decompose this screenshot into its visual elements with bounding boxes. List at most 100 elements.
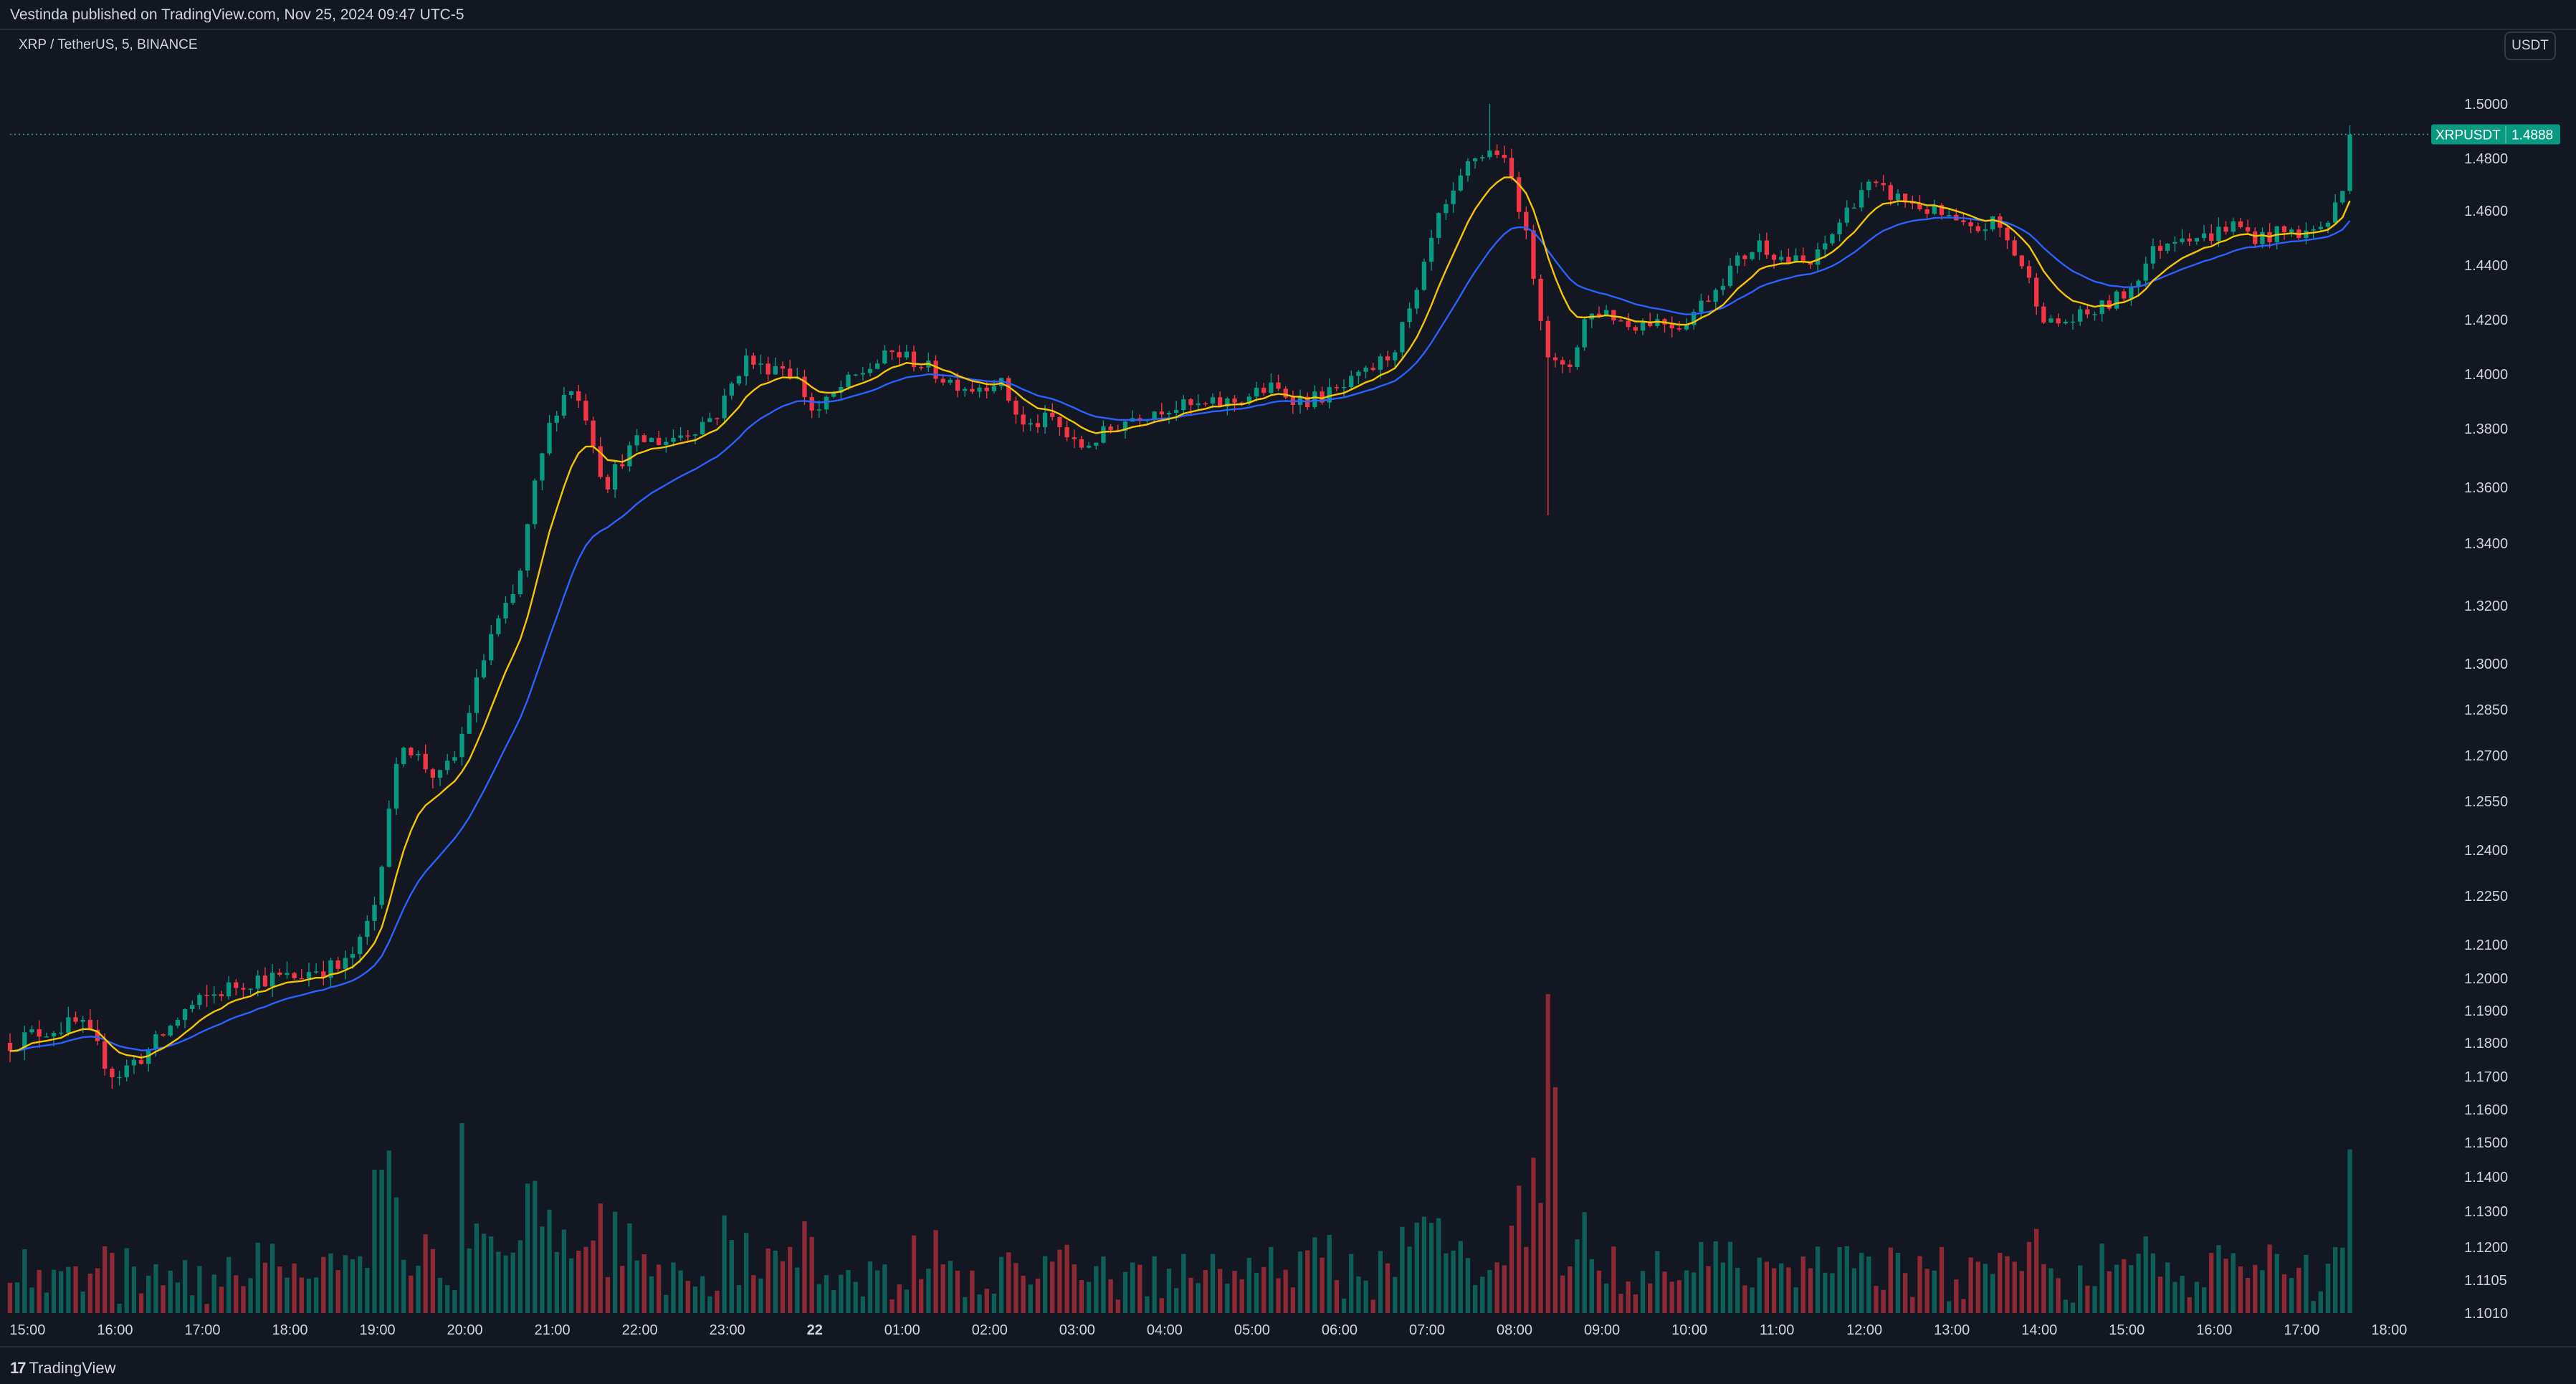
volume-bar [998, 1256, 1004, 1313]
published-bar: Vestinda published on TradingView.com, N… [0, 0, 2576, 30]
candle-body [474, 677, 480, 713]
candle-body [1166, 412, 1172, 415]
volume-bar [234, 1275, 239, 1313]
candle-body [948, 379, 953, 383]
candle-body [889, 350, 895, 353]
price-tick-label: 1.2100 [2464, 937, 2508, 953]
chart-pane[interactable] [0, 30, 2576, 1346]
candle-body [598, 446, 603, 477]
candle-body [1983, 229, 1988, 232]
candle-body [1851, 207, 1857, 209]
volume-bar [430, 1249, 435, 1313]
price-tick-label: 1.3400 [2464, 536, 2508, 552]
candle-body [743, 355, 749, 376]
volume-bar [2136, 1254, 2141, 1313]
candle-body [2238, 221, 2243, 227]
candle-body [2048, 318, 2053, 323]
candle-body [321, 971, 326, 978]
volume-bar [1830, 1273, 1835, 1313]
price-tick-label: 1.4200 [2464, 312, 2508, 328]
candle-body [124, 1065, 129, 1077]
candle-body [788, 368, 793, 379]
volume-bar [860, 1296, 866, 1313]
candle-body [839, 386, 844, 393]
candle-body [1341, 386, 1347, 388]
volume-bar [2048, 1268, 2053, 1313]
candle-body [1327, 387, 1332, 403]
volume-bar [1225, 1283, 1230, 1313]
volume-bar [445, 1285, 450, 1313]
volume-bar [197, 1266, 202, 1313]
volume-bar [1115, 1299, 1120, 1313]
candle-body [2340, 191, 2345, 203]
price-tick-label: 1.1600 [2464, 1102, 2508, 1118]
volume-bar [22, 1249, 27, 1313]
volume-bar [1815, 1246, 1821, 1313]
volume-bar [1210, 1254, 1216, 1313]
volume-bar [423, 1234, 428, 1313]
price-tick-label: 1.3600 [2464, 480, 2508, 496]
tradingview-logo[interactable]: 17 TradingView [10, 1359, 116, 1378]
candle-body [2136, 280, 2141, 287]
candle-body [313, 971, 319, 973]
volume-bar [1094, 1266, 1099, 1313]
candle-body [2165, 243, 2170, 251]
volume-bar [2026, 1241, 2032, 1313]
volume-bar [1393, 1276, 1398, 1313]
price-tick-label: 1.2850 [2464, 702, 2508, 718]
candle-body [467, 712, 472, 734]
candle-body [269, 973, 275, 987]
volume-bar [1998, 1253, 2003, 1313]
volume-bar [2296, 1267, 2301, 1313]
volume-bar [700, 1276, 705, 1313]
candle-body [2311, 229, 2316, 231]
volume-bar [1524, 1246, 1529, 1313]
candle-body [241, 988, 246, 990]
volume-bar [2304, 1254, 2309, 1313]
volume-bar [933, 1230, 938, 1313]
volume-bar [409, 1275, 414, 1313]
time-tick-label: 07:00 [1409, 1322, 1445, 1338]
candle-body [1356, 371, 1361, 376]
volume-bar [503, 1255, 508, 1313]
candle-body [692, 434, 698, 436]
candle-body [1196, 403, 1201, 406]
symbol-title[interactable]: XRP / TetherUS, 5, BINANCE [19, 37, 198, 52]
candle-body [2092, 314, 2097, 315]
currency-button[interactable]: USDT [2504, 32, 2556, 60]
candle-body [110, 1069, 115, 1077]
candle-body [1874, 181, 1879, 183]
time-tick-label: 08:00 [1497, 1322, 1532, 1338]
candle-body [1480, 157, 1485, 158]
volume-bar [1370, 1299, 1375, 1313]
candle-body [2325, 222, 2331, 227]
volume-bar [299, 1277, 304, 1313]
volume-bar [153, 1264, 158, 1313]
volume-bar [2041, 1264, 2046, 1313]
candle-body [773, 366, 778, 375]
volume-bar [1006, 1252, 1011, 1313]
candle-body [2260, 232, 2265, 244]
volume-bar [262, 1262, 268, 1313]
volume-bar [2114, 1264, 2119, 1313]
candle-body [707, 418, 712, 422]
volume-bar [1968, 1257, 1973, 1313]
volume-bar [685, 1281, 690, 1313]
candle-body [299, 978, 304, 980]
volume-bar [1283, 1269, 1288, 1313]
volume-bar [269, 1244, 275, 1313]
candle-body [1699, 300, 1704, 312]
volume-bar [765, 1249, 771, 1313]
volume-bar [1575, 1239, 1580, 1313]
volume-bar [722, 1215, 727, 1313]
time-tick-label: 18:00 [2371, 1322, 2407, 1338]
volume-bar [2107, 1271, 2112, 1313]
candle-body [197, 995, 202, 1006]
candle-body [2281, 226, 2287, 233]
volume-bar [1618, 1294, 1623, 1313]
volume-bar [1013, 1263, 1019, 1313]
volume-bar [306, 1278, 312, 1313]
price-tick-label: 1.1400 [2464, 1170, 2508, 1185]
volume-bar [1312, 1237, 1317, 1313]
